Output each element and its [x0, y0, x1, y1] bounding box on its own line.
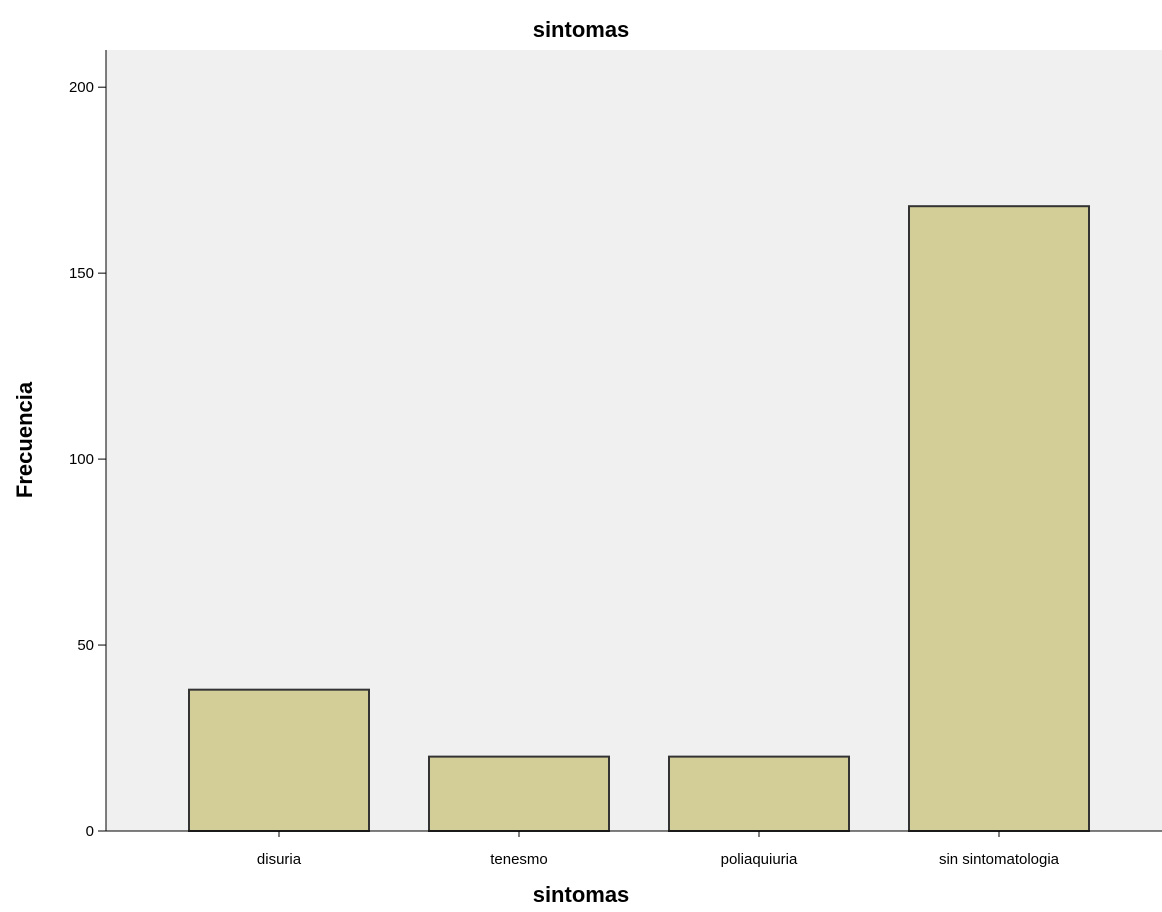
- y-axis-ticks: 0 50 100 150 200: [69, 79, 106, 840]
- y-tick-label-0: 0: [86, 823, 94, 840]
- bar-sin-sintomatologia: [908, 205, 1090, 832]
- chart-title: sintomas: [533, 17, 630, 42]
- x-tick-label-sin-sintomatologia: sin sintomatologia: [939, 851, 1060, 868]
- bar-disuria: [188, 688, 370, 833]
- bar-poliaquiuria: [668, 755, 850, 832]
- y-tick-label-50: 50: [77, 637, 94, 654]
- y-tick-label-200: 200: [69, 79, 94, 96]
- x-axis-title: sintomas: [533, 882, 630, 907]
- y-tick-label-150: 150: [69, 265, 94, 282]
- y-axis-title: Frecuencia: [12, 381, 37, 498]
- x-tick-label-tenesmo: tenesmo: [490, 851, 548, 868]
- x-tick-label-disuria: disuria: [257, 851, 302, 868]
- x-tick-label-poliaquiuria: poliaquiuria: [721, 851, 798, 868]
- y-tick-label-100: 100: [69, 451, 94, 468]
- bars-layer: [188, 205, 1090, 833]
- x-axis-ticks: disuria tenesmo poliaquiuria sin sintomatol…: [257, 831, 1060, 868]
- bar-tenesmo: [428, 755, 610, 832]
